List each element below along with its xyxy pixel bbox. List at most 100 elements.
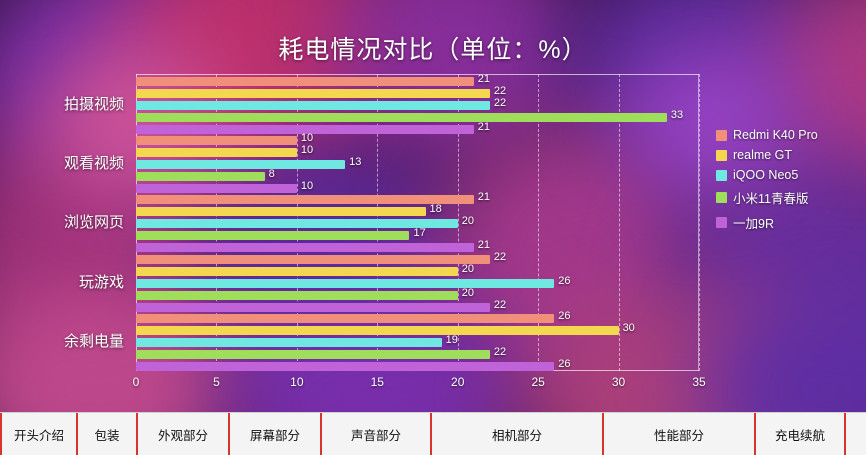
bar	[136, 88, 490, 98]
bar	[136, 148, 297, 158]
bar	[136, 362, 555, 372]
bar-value-label: 22	[493, 346, 507, 359]
x-tick-label: 30	[611, 375, 626, 389]
x-tick-label: 10	[290, 375, 304, 389]
bar-value-label: 13	[349, 156, 362, 169]
bar	[136, 100, 490, 110]
bar-value-label: 22	[493, 298, 507, 311]
legend-item: 一加9R	[716, 213, 818, 232]
bar-value-label: 20	[461, 286, 474, 299]
legend-swatch	[716, 149, 727, 161]
bar	[136, 112, 667, 122]
gridline	[699, 74, 701, 371]
bar	[136, 136, 297, 146]
category-label: 拍摄视频	[63, 95, 124, 113]
bar	[136, 338, 442, 348]
bar	[136, 278, 555, 288]
bar-value-label: 19	[445, 334, 458, 347]
bar-value-label: 33	[670, 108, 684, 121]
bar-group: 拍摄视频 21 22 22 33 21	[64, 72, 699, 134]
bar	[136, 124, 474, 134]
legend-item: realme GT	[716, 148, 818, 162]
axis-right	[698, 74, 699, 371]
chapter-item[interactable]: 相机部分	[432, 413, 604, 455]
legend-swatch	[716, 192, 727, 203]
chapter-item[interactable]: 充电续航	[756, 413, 846, 455]
chapter-item[interactable]: 声音部分	[322, 413, 432, 455]
bar-group: 余剩电量 26 30 19 22 26	[64, 310, 699, 372]
x-tick-label: 35	[692, 375, 706, 389]
chapter-item[interactable]: 屏幕部分	[230, 413, 322, 455]
x-tick-label: 0	[132, 375, 140, 389]
gridline	[538, 74, 540, 371]
x-tick-label: 25	[531, 375, 545, 389]
bar	[136, 160, 346, 170]
bar	[136, 219, 458, 229]
bar	[136, 172, 265, 182]
chart-panel: 耗电情况对比（单位：%） 拍摄视频 21 22 22 33 21 观看视频 10 10 13 8 10…	[64, 36, 818, 389]
legend-label: realme GT	[733, 148, 793, 162]
bar-value-label: 20	[461, 262, 474, 275]
bar	[136, 302, 490, 312]
bar	[136, 350, 490, 360]
bar-value-label: 26	[558, 274, 571, 287]
bar-value-label: 22	[493, 250, 507, 263]
bar-group: 浏览网页 21 18 20 17 21	[64, 191, 699, 253]
bar	[136, 231, 410, 241]
chapter-item[interactable]: 外观部分	[138, 413, 230, 455]
bar	[136, 184, 297, 194]
bar-value-label: 10	[300, 132, 314, 145]
bar-value-label: 17	[413, 227, 426, 240]
bar	[136, 266, 458, 276]
gridline	[457, 74, 460, 371]
chapter-item[interactable]: 总结	[846, 413, 866, 455]
legend-label: 小米11青春版	[733, 192, 809, 206]
x-tick-label: 20	[451, 375, 465, 389]
category-label: 余剩电量	[63, 333, 124, 351]
bar-value-label: 20	[461, 215, 474, 228]
legend-item: iQOO Neo5	[716, 168, 818, 182]
category-label: 玩游戏	[78, 273, 124, 291]
bar	[136, 326, 619, 336]
chapter-item[interactable]: 包装	[78, 413, 138, 455]
chapter-item[interactable]: 开头介绍	[0, 413, 78, 455]
legend-swatch	[716, 169, 727, 181]
bar-value-label: 26	[558, 310, 571, 323]
bar	[136, 243, 474, 253]
bar-value-label: 21	[477, 120, 491, 133]
chapter-item[interactable]: 性能部分	[604, 413, 756, 455]
legend-label: iQOO Neo5	[733, 168, 799, 182]
legend-label: 一加9R	[733, 217, 774, 231]
bar-value-label: 22	[493, 84, 507, 97]
chart-title: 耗电情况对比（单位：%）	[278, 36, 588, 64]
bar-value-label: 22	[493, 96, 507, 109]
bar-group: 玩游戏 22 20 26 20 22	[79, 250, 699, 312]
x-tick-label: 5	[213, 375, 220, 389]
bar-group: 观看视频 10 10 13 8 10	[64, 132, 699, 194]
chapter-bar[interactable]: 开头介绍包装外观部分屏幕部分声音部分相机部分性能部分充电续航总结轻松一下花絮	[0, 412, 866, 455]
legend-label: Redmi K40 Pro	[733, 128, 818, 142]
category-label: 浏览网页	[63, 214, 124, 232]
legend-item: Redmi K40 Pro	[716, 128, 818, 142]
x-tick-label: 15	[370, 375, 384, 389]
bar-value-label: 21	[477, 72, 491, 85]
bar-value-label: 21	[477, 191, 491, 204]
legend-swatch	[716, 129, 727, 141]
bar-value-label: 10	[300, 144, 314, 157]
bar-value-label: 18	[429, 203, 442, 216]
bar	[136, 207, 426, 217]
bar-value-label: 8	[268, 168, 275, 181]
bar	[136, 254, 490, 264]
bar	[136, 76, 474, 86]
chart-legend: Redmi K40 Pro realme GT iQOO Neo5 小米11青春版 一加…	[716, 128, 818, 238]
legend-swatch	[716, 217, 727, 228]
bar-value-label: 10	[300, 180, 314, 193]
legend-item: 小米11青春版	[716, 188, 818, 207]
plot-area: 拍摄视频 21 22 22 33 21 观看视频 10 10 13 8 10 浏览网页 21 18 20 17 2…	[64, 72, 706, 389]
gridline	[618, 74, 621, 371]
bar-value-label: 30	[622, 322, 635, 335]
bar-value-label: 26	[558, 358, 571, 371]
bar	[136, 195, 474, 205]
bar-value-label: 21	[477, 239, 491, 252]
bar	[136, 314, 555, 324]
